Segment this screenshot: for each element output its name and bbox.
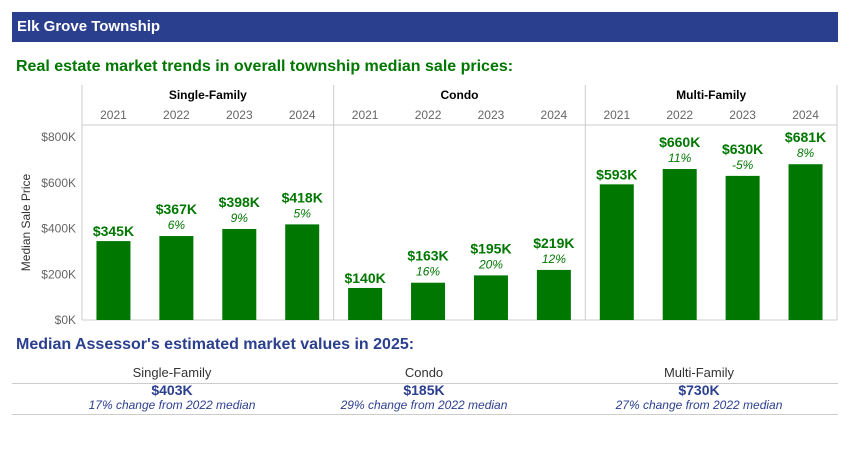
bar bbox=[411, 282, 446, 320]
bar-value-label: $681K bbox=[785, 129, 826, 145]
bar-value-label: $219K bbox=[533, 235, 574, 251]
x-tick-label: 2024 bbox=[792, 108, 819, 122]
bar-value-label: $418K bbox=[282, 189, 323, 205]
assessor-label: Single-Family bbox=[132, 365, 212, 380]
bar-value-label: $398K bbox=[219, 194, 260, 210]
bar bbox=[222, 228, 257, 320]
assessor-multi-family: Multi-Family $730K 27% change from 2022 … bbox=[564, 365, 834, 412]
bar-change-label: 16% bbox=[416, 265, 440, 279]
assessor-label: Condo bbox=[404, 365, 444, 380]
bar-value-label: $593K bbox=[596, 166, 637, 182]
x-tick-label: 2021 bbox=[603, 108, 630, 122]
bar-change-label: 9% bbox=[231, 211, 249, 225]
bar bbox=[788, 164, 823, 320]
bar-value-label: $367K bbox=[156, 201, 197, 217]
bar-change-label: 5% bbox=[294, 206, 312, 220]
x-tick-label: 2023 bbox=[478, 108, 505, 122]
bar bbox=[348, 287, 383, 320]
header-bar: Elk Grove Township bbox=[12, 12, 838, 42]
assessor-condo: Condo $185K 29% change from 2022 median bbox=[289, 365, 559, 412]
bar-change-label: 12% bbox=[542, 252, 566, 266]
assessor-value: $185K bbox=[403, 382, 445, 398]
bar-value-label: $195K bbox=[470, 240, 511, 256]
x-tick-label: 2021 bbox=[352, 108, 379, 122]
bar bbox=[599, 184, 634, 320]
bar-change-label: -5% bbox=[732, 158, 754, 172]
panel-title: Multi-Family bbox=[676, 88, 746, 102]
x-tick-label: 2022 bbox=[666, 108, 693, 122]
y-axis-title: Median Sale Price bbox=[19, 173, 33, 271]
y-tick-label: $0K bbox=[55, 313, 76, 327]
assessor-note: 29% change from 2022 median bbox=[340, 398, 508, 412]
panel-title: Single-Family bbox=[169, 88, 247, 102]
x-tick-label: 2024 bbox=[541, 108, 568, 122]
bar-value-label: $345K bbox=[93, 223, 134, 239]
assessor-value: $730K bbox=[678, 382, 720, 398]
bar bbox=[662, 169, 697, 320]
assessor-title: Median Assessor's estimated market value… bbox=[16, 336, 415, 353]
y-tick-label: $800K bbox=[41, 130, 76, 144]
page-title: Elk Grove Township bbox=[17, 18, 161, 35]
x-tick-label: 2022 bbox=[163, 108, 190, 122]
bar-change-label: 11% bbox=[668, 151, 691, 165]
assessor-note: 17% change from 2022 median bbox=[88, 398, 256, 412]
assessor-label: Multi-Family bbox=[663, 365, 735, 380]
assessor-value: $403K bbox=[151, 382, 193, 398]
y-tick-label: $400K bbox=[41, 222, 76, 236]
median-sale-price-chart: $0K $200K $400K $600K $800K Median Sale Price… bbox=[19, 85, 838, 327]
bar-change-label: 8% bbox=[797, 146, 815, 160]
panel-title: Condo bbox=[441, 88, 479, 102]
bar-change-label: 20% bbox=[478, 257, 503, 271]
bar-change-label: 6% bbox=[168, 218, 186, 232]
assessor-divider-bottom bbox=[12, 414, 838, 415]
bar bbox=[473, 275, 508, 320]
assessor-divider-top bbox=[12, 383, 838, 384]
bar-value-label: $630K bbox=[722, 141, 763, 157]
bar-value-label: $660K bbox=[659, 134, 700, 150]
bar bbox=[536, 269, 571, 320]
trends-title: Real estate market trends in overall tow… bbox=[16, 58, 514, 75]
bar bbox=[159, 236, 194, 320]
x-tick-label: 2023 bbox=[226, 108, 253, 122]
x-tick-label: 2022 bbox=[415, 108, 442, 122]
x-tick-label: 2024 bbox=[289, 108, 316, 122]
bar bbox=[96, 241, 131, 320]
bar-value-label: $140K bbox=[344, 270, 385, 286]
assessor-note: 27% change from 2022 median bbox=[615, 398, 783, 412]
x-tick-label: 2023 bbox=[729, 108, 756, 122]
y-tick-label: $600K bbox=[41, 176, 76, 190]
bar-value-label: $163K bbox=[407, 248, 448, 264]
bar bbox=[725, 175, 760, 320]
y-tick-label: $200K bbox=[41, 267, 76, 281]
bar bbox=[285, 224, 320, 320]
assessor-single-family: Single-Family $403K 17% change from 2022… bbox=[37, 365, 307, 412]
x-tick-label: 2021 bbox=[100, 108, 127, 122]
